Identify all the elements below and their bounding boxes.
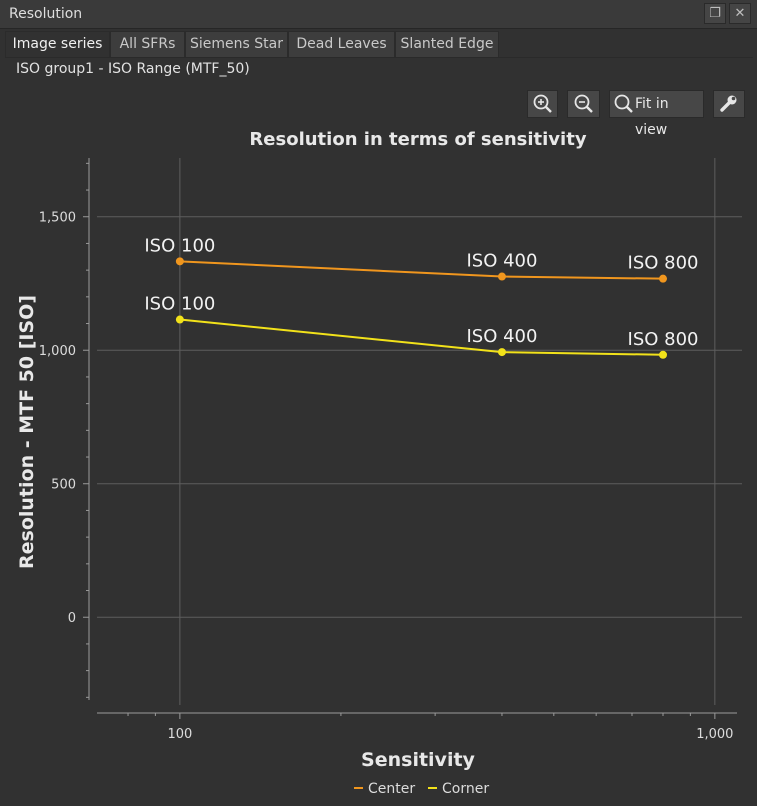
- window-title: Resolution: [9, 6, 83, 22]
- series: ISO 100 ISO 400 ISO 800 ISO 100 ISO 400 ISO 8…: [144, 235, 699, 359]
- data-point: [659, 274, 668, 283]
- tab-dead-leaves[interactable]: Dead Leaves: [288, 31, 395, 57]
- data-point: [659, 350, 668, 359]
- y-axis-label: Resolution - MTF 50 [ISO]: [16, 295, 38, 569]
- magnifier-icon: [614, 94, 633, 113]
- zoom-out-button[interactable]: [567, 90, 600, 118]
- fit-in-view-label: Fit in view: [635, 96, 669, 138]
- zoom-out-icon: [574, 94, 593, 113]
- data-label: ISO 400: [466, 251, 537, 272]
- x-tick-label: 1,000: [696, 727, 733, 742]
- legend-entry: Corner: [442, 781, 489, 797]
- series-line-corner: [179, 318, 664, 356]
- axes: [88, 158, 737, 714]
- x-tick-label: 100: [167, 727, 192, 742]
- data-label: ISO 800: [628, 329, 699, 350]
- data-label: ISO 100: [144, 235, 215, 256]
- y-tick-label: 1,000: [39, 344, 76, 359]
- data-label: ISO 100: [144, 294, 215, 315]
- series-line-center: [179, 260, 664, 280]
- tab-slanted-edge[interactable]: Slanted Edge: [395, 31, 499, 57]
- y-tick-label: 1,500: [39, 211, 76, 226]
- tab-divider: [5, 57, 753, 58]
- ticks: 0 500 1,000 1,500 100 1,000: [39, 162, 733, 742]
- x-axis-label: Sensitivity: [361, 749, 475, 771]
- settings-button[interactable]: [713, 90, 745, 118]
- tab-image-series[interactable]: Image series: [5, 31, 110, 58]
- data-point: [497, 348, 506, 357]
- grid: [97, 158, 742, 705]
- data-label: ISO 400: [466, 326, 537, 347]
- window-titlebar: Resolution ❐ ✕: [0, 0, 757, 29]
- data-point: [175, 257, 184, 266]
- y-tick-label: 500: [51, 478, 76, 493]
- fit-in-view-button[interactable]: Fit in view: [609, 90, 704, 138]
- close-icon[interactable]: ✕: [729, 3, 751, 24]
- legend-entry: Center: [368, 781, 415, 797]
- series-subtitle: ISO group1 - ISO Range (MTF_50): [16, 61, 250, 77]
- data-point: [175, 315, 184, 324]
- tab-siemens-star[interactable]: Siemens Star: [185, 31, 288, 57]
- y-tick-label: 0: [68, 611, 76, 626]
- tab-all-sfrs[interactable]: All SFRs: [110, 31, 185, 57]
- zoom-in-button[interactable]: [527, 90, 558, 118]
- data-point: [497, 272, 506, 281]
- legend: Center Corner: [354, 781, 489, 797]
- wrench-icon: [720, 95, 737, 112]
- data-label: ISO 800: [628, 253, 699, 274]
- zoom-in-icon: [533, 94, 552, 113]
- undock-icon[interactable]: ❐: [704, 3, 726, 24]
- chart-title: Resolution in terms of sensitivity: [249, 129, 586, 150]
